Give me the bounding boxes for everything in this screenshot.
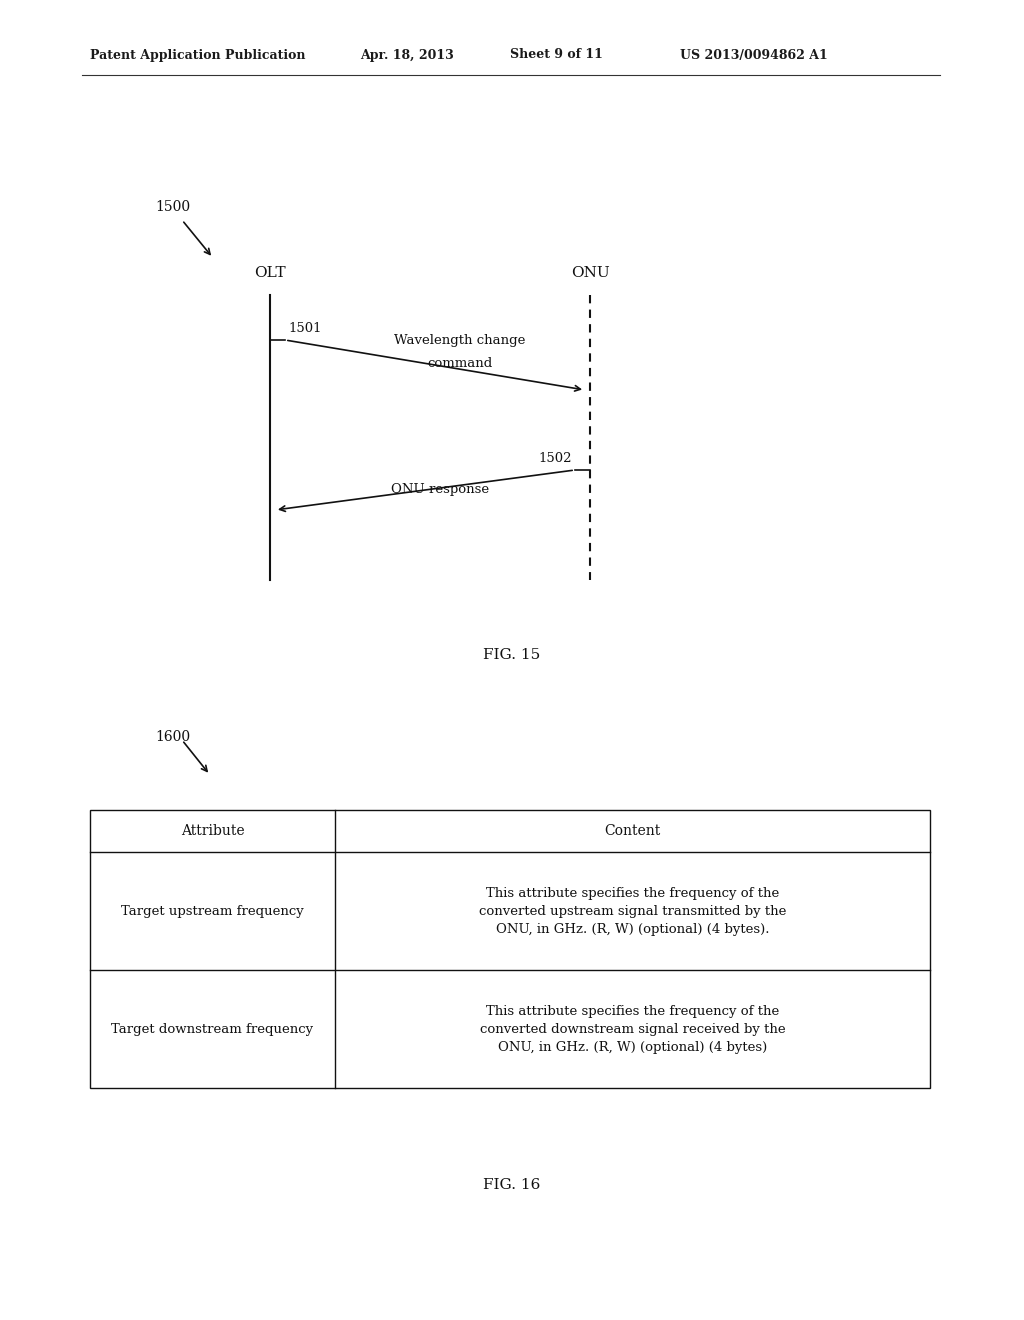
Text: This attribute specifies the frequency of the: This attribute specifies the frequency o… xyxy=(485,1005,779,1018)
Text: ONU, in GHz. (R, W) (optional) (4 bytes): ONU, in GHz. (R, W) (optional) (4 bytes) xyxy=(498,1040,767,1053)
Text: Target upstream frequency: Target upstream frequency xyxy=(121,904,304,917)
Text: command: command xyxy=(427,356,493,370)
Text: Patent Application Publication: Patent Application Publication xyxy=(90,49,305,62)
Bar xyxy=(90,810,930,1088)
Text: FIG. 16: FIG. 16 xyxy=(483,1177,541,1192)
Text: converted downstream signal received by the: converted downstream signal received by … xyxy=(479,1023,785,1035)
Text: Attribute: Attribute xyxy=(180,824,245,838)
Text: 1500: 1500 xyxy=(155,201,190,214)
Text: This attribute specifies the frequency of the: This attribute specifies the frequency o… xyxy=(485,887,779,899)
Text: FIG. 15: FIG. 15 xyxy=(483,648,541,663)
Text: Target downstream frequency: Target downstream frequency xyxy=(112,1023,313,1035)
Text: Apr. 18, 2013: Apr. 18, 2013 xyxy=(360,49,454,62)
Text: Sheet 9 of 11: Sheet 9 of 11 xyxy=(510,49,603,62)
Text: US 2013/0094862 A1: US 2013/0094862 A1 xyxy=(680,49,827,62)
Text: ONU response: ONU response xyxy=(391,483,489,496)
Text: 1502: 1502 xyxy=(539,451,572,465)
Text: Content: Content xyxy=(604,824,660,838)
Text: ONU: ONU xyxy=(570,267,609,280)
Text: 1501: 1501 xyxy=(288,322,322,335)
Text: 1600: 1600 xyxy=(155,730,190,744)
Text: Wavelength change: Wavelength change xyxy=(394,334,525,347)
Text: ONU, in GHz. (R, W) (optional) (4 bytes).: ONU, in GHz. (R, W) (optional) (4 bytes)… xyxy=(496,923,769,936)
Text: converted upstream signal transmitted by the: converted upstream signal transmitted by… xyxy=(479,904,786,917)
Text: OLT: OLT xyxy=(254,267,286,280)
